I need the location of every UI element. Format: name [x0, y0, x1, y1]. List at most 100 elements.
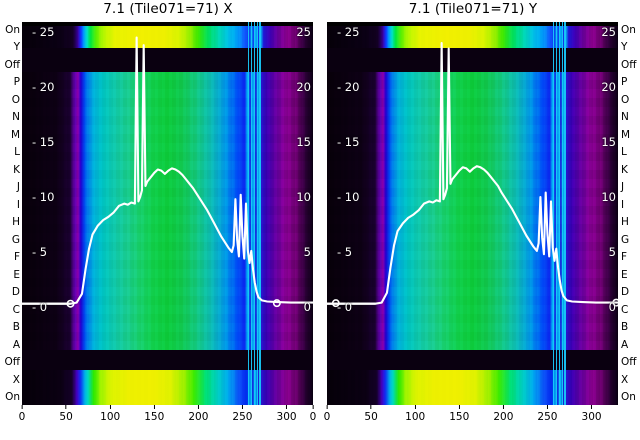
category-label-right-2: Off — [621, 58, 637, 71]
x-tick-mark — [197, 405, 199, 409]
category-label-right-20: X — [621, 373, 629, 386]
category-label-right-6: M — [621, 128, 631, 141]
x-tick-mark — [65, 405, 67, 409]
x-tick-left-100: 100 — [100, 405, 120, 423]
heatmap-image-right — [327, 22, 618, 405]
category-label-right-7: L — [621, 146, 627, 159]
x-tick-mark — [153, 405, 155, 409]
category-label-left-19: Off — [4, 355, 21, 368]
band-gap-2 — [327, 350, 618, 370]
inner-ytick-right-panel-right-25: 25 — [601, 25, 616, 39]
x-tick-label: 150 — [449, 411, 470, 423]
inner-ytick-panel-right-15: - 15 — [337, 135, 360, 149]
x-tick-label: 50 — [59, 411, 73, 423]
category-label-right-5: N — [621, 111, 629, 124]
category-label-left-11: H — [12, 215, 20, 228]
x-tick-left-250: 250 — [232, 405, 252, 423]
category-label-right-12: G — [621, 233, 630, 246]
x-tick-right-100: 100 — [405, 405, 425, 423]
category-label-left-6: M — [10, 128, 20, 141]
x-tick-label: 250 — [232, 411, 253, 423]
band-gap-2 — [22, 350, 313, 370]
category-label-right-15: D — [621, 285, 630, 298]
category-label-left-17: B — [12, 320, 20, 333]
x-tick-mark — [241, 405, 243, 409]
x-tick-left-200: 200 — [188, 405, 208, 423]
inner-ytick-right-panel-left-5: 5 — [303, 245, 311, 259]
x-tick-mark — [502, 405, 504, 409]
band-top — [22, 26, 313, 48]
heatmap-panel-right[interactable]: - 25 25 - 20 20 - 15 15 - 10 10 - 5 5 - 0 0 — [327, 22, 618, 405]
panel-title-left: 7.1 (Tile071=71) X — [103, 1, 233, 17]
inner-ytick-right-panel-left-20: 20 — [296, 80, 311, 94]
x-tick-right-50: 50 — [364, 405, 378, 423]
band-main — [22, 72, 313, 350]
inner-ytick-panel-right-25: - 25 — [337, 25, 360, 39]
category-label-right-4: O — [621, 93, 630, 106]
category-label-left-16: C — [12, 303, 20, 316]
x-tick-label: 300 — [581, 411, 602, 423]
category-label-right-13: F — [621, 250, 628, 263]
category-label-left-13: F — [13, 250, 20, 263]
category-label-left-18: A — [12, 338, 20, 351]
x-tick-label: 300 — [276, 411, 297, 423]
x-tick-label: 50 — [364, 411, 378, 423]
x-axis-left: 0 50 100 150 200 250 300 0 — [19, 405, 316, 440]
x-tick-label: 0 — [309, 411, 317, 423]
category-label-right-9: J — [621, 181, 625, 194]
category-label-right-8: K — [621, 163, 628, 176]
x-tick-mark — [591, 405, 593, 409]
band-gap-1 — [22, 48, 313, 72]
x-tick-left-0: 0 — [19, 405, 25, 423]
category-label-left-5: N — [12, 111, 20, 124]
x-tick-mark — [326, 405, 328, 409]
x-tick-label: 100 — [405, 411, 426, 423]
inner-ytick-right-panel-right-5: 5 — [608, 245, 616, 259]
band-bottom — [22, 370, 313, 405]
category-label-left-12: G — [11, 233, 20, 246]
category-label-left-3: P — [13, 76, 20, 89]
x-tick-left-150: 150 — [144, 405, 164, 423]
inner-ytick-panel-left-5: - 5 — [32, 245, 48, 259]
x-tick-label: 0 — [323, 411, 331, 423]
x-tick-right-0: 0 — [323, 405, 331, 423]
inner-ytick-right-panel-left-0: 0 — [303, 300, 311, 314]
inner-ytick-panel-right-0: - 0 — [337, 300, 353, 314]
category-label-left-15: D — [11, 285, 20, 298]
x-tick-label: 200 — [188, 411, 209, 423]
heatmap-panel-left[interactable]: - 25 25 - 20 20 - 15 15 - 10 10 - 5 5 - 0 0 — [22, 22, 313, 405]
category-label-left-0: On — [5, 23, 20, 36]
heatmap-image-left — [22, 22, 313, 405]
category-label-right-1: Y — [621, 41, 628, 54]
inner-ytick-panel-left-0: - 0 — [32, 300, 48, 314]
x-tick-mark — [312, 405, 314, 409]
x-tick-label: 200 — [493, 411, 514, 423]
category-axis-right: On Y Off P O N M L K J I H G F E D C B A Off X On — [618, 22, 640, 405]
x-tick-mark — [414, 405, 416, 409]
x-tick-label: 250 — [537, 411, 558, 423]
category-label-left-9: J — [16, 181, 20, 194]
x-tick-left-300: 300 — [277, 405, 297, 423]
x-tick-mark — [286, 405, 288, 409]
category-label-right-21: On — [621, 390, 636, 403]
inner-ytick-right-panel-left-15: 15 — [296, 135, 311, 149]
x-tick-left-extra: 0 — [309, 405, 317, 423]
category-label-left-20: X — [12, 373, 20, 386]
inner-ytick-panel-left-25: - 25 — [32, 25, 55, 39]
inner-ytick-panel-left-10: - 10 — [32, 190, 55, 204]
x-tick-left-50: 50 — [59, 405, 73, 423]
category-label-left-21: On — [5, 390, 20, 403]
inner-ytick-right-panel-right-0: 0 — [608, 300, 616, 314]
category-label-left-4: O — [11, 93, 20, 106]
x-tick-right-250: 250 — [537, 405, 557, 423]
category-label-left-1: Y — [13, 41, 20, 54]
category-axis-left: On Y Off P O N M L K J I H G F E D C B A Off X On — [0, 22, 22, 405]
inner-ytick-panel-right-20: - 20 — [337, 80, 360, 94]
category-label-left-7: L — [14, 146, 20, 159]
inner-ytick-panel-right-10: - 10 — [337, 190, 360, 204]
category-label-right-14: E — [621, 268, 628, 281]
x-tick-mark — [109, 405, 111, 409]
panel-title-right: 7.1 (Tile071=71) Y — [408, 1, 538, 17]
inner-ytick-right-panel-right-20: 20 — [601, 80, 616, 94]
x-tick-right-300: 300 — [582, 405, 602, 423]
